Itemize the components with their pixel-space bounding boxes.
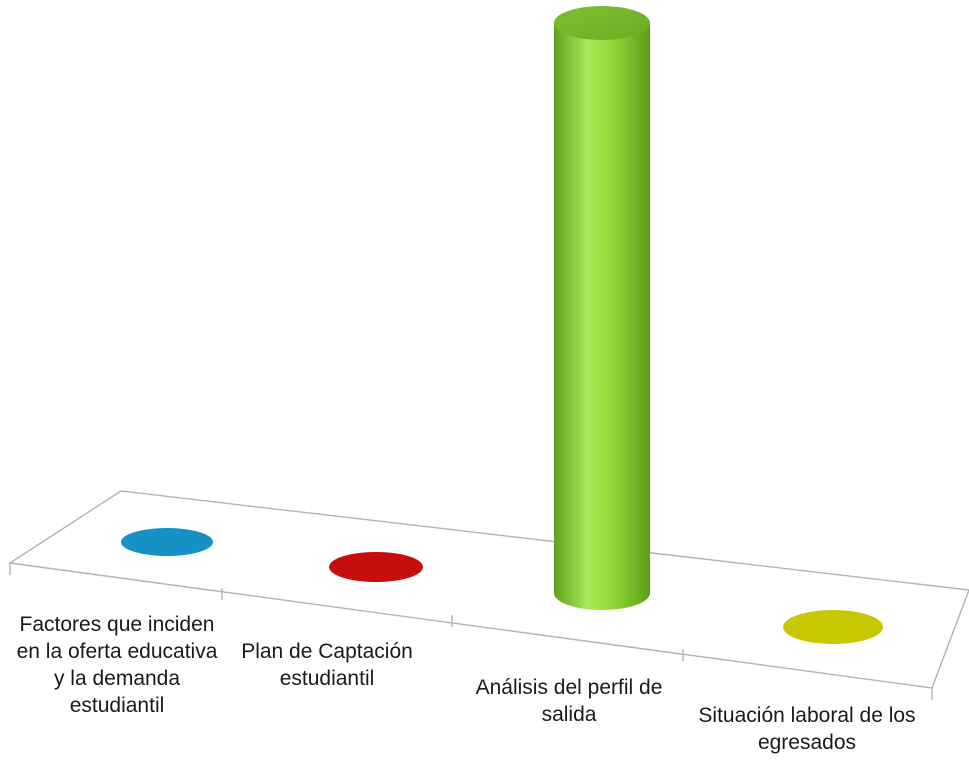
x-axis-ticks xyxy=(9,563,933,700)
bar-2 xyxy=(329,552,423,582)
bar-3 xyxy=(554,6,650,610)
bar-3-top xyxy=(554,6,650,40)
bar-4 xyxy=(783,610,883,644)
x-tick-label-1: Factores que inciden en la oferta educat… xyxy=(16,613,218,717)
bar-1 xyxy=(121,528,213,556)
bar-4-disc xyxy=(783,610,883,644)
bar-2-disc xyxy=(329,552,423,582)
x-tick-label-4: Situación laboral de los egresados xyxy=(698,704,916,754)
bar-1-disc xyxy=(121,528,213,556)
x-tick-label-2: Plan de Captación estudiantil xyxy=(241,640,413,690)
x-tick-label-3: Análisis del perfil de salida xyxy=(475,676,663,726)
chart-floor xyxy=(8,490,969,689)
chart-marks xyxy=(121,6,883,644)
bar-3-body xyxy=(554,23,650,610)
